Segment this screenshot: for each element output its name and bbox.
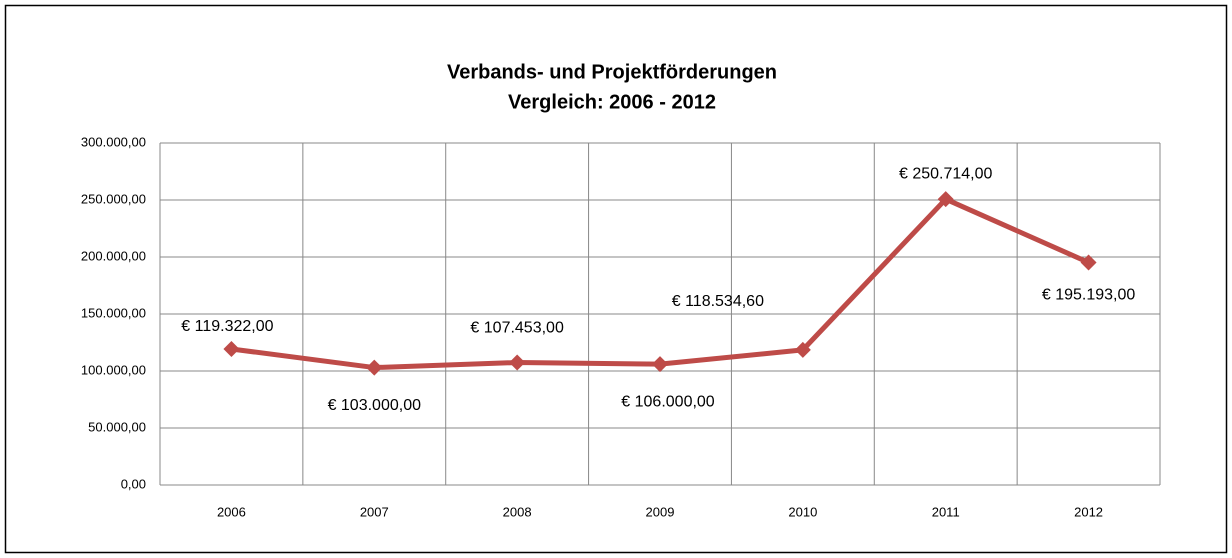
x-tick-label: 2006 [217, 504, 246, 519]
data-label: € 107.453,00 [470, 320, 564, 337]
marker [509, 354, 526, 371]
x-tick-label: 2012 [1074, 504, 1103, 519]
marker [366, 359, 383, 376]
marker [794, 341, 811, 358]
y-tick-label: 200.000,00 [81, 248, 146, 263]
x-tick-label: 2011 [932, 504, 960, 519]
y-tick-label: 300.000,00 [81, 134, 146, 149]
data-label: € 118.534,60 [672, 293, 764, 310]
x-tick-label: 2010 [788, 504, 817, 519]
y-tick-label: 250.000,00 [81, 191, 146, 206]
chart-subtitle: Vergleich: 2006 - 2012 [508, 91, 716, 113]
marker [1080, 254, 1097, 271]
marker [223, 340, 240, 357]
x-tick-label: 2008 [503, 504, 532, 519]
chart-frame [4, 4, 1228, 554]
data-label: € 103.000,00 [328, 397, 422, 414]
data-label: € 195.193,00 [1042, 287, 1136, 304]
data-label: € 250.714,00 [899, 165, 993, 182]
x-tick-label: 2009 [646, 504, 675, 519]
chart-title: Verbands- und Projektförderungen [447, 61, 777, 83]
y-tick-label: 150.000,00 [81, 305, 146, 320]
y-tick-label: 0,00 [121, 476, 146, 491]
marker [652, 356, 668, 373]
y-tick-label: 50.000,00 [88, 419, 146, 434]
y-tick-label: 100.000,00 [81, 362, 146, 377]
x-tick-label: 2007 [360, 504, 389, 519]
marker [937, 191, 954, 208]
data-label: € 119.322,00 [181, 318, 273, 335]
data-label: € 106.000,00 [621, 393, 715, 410]
